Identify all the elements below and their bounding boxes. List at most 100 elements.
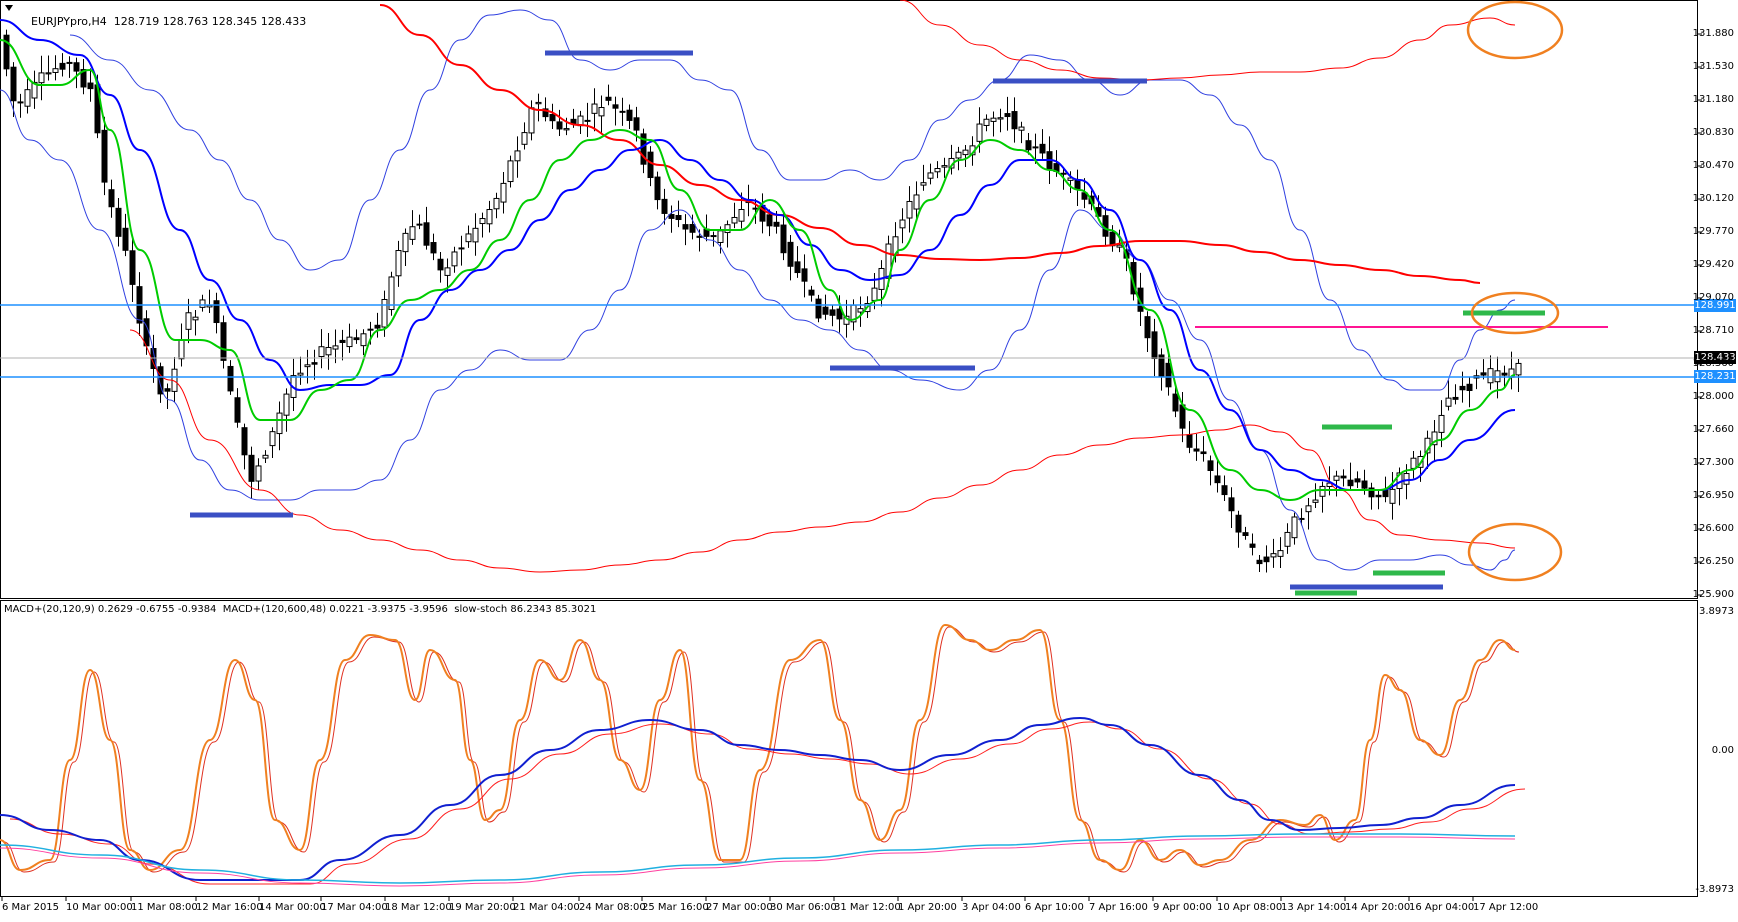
candle-body [262, 454, 269, 459]
time-tick-label: 7 Apr 16:00 [1089, 902, 1148, 913]
candle-body [402, 232, 409, 253]
candle-body [297, 372, 304, 376]
candle-body [1221, 485, 1228, 496]
time-tick-label: 6 Mar 2015 [2, 902, 60, 913]
candle-body [787, 241, 794, 267]
candle-body [1375, 494, 1382, 498]
candle-body [1466, 383, 1473, 391]
candle-body [605, 96, 612, 101]
candle-body [24, 89, 31, 107]
ma-mid-line [0, 19, 1516, 491]
symbol-header: EURJPYpro,H4 128.719 128.763 128.345 128… [31, 15, 307, 28]
macd-fast-line [0, 716, 1516, 881]
candle-body [66, 61, 73, 64]
candle-body [1368, 487, 1375, 498]
candle-body [493, 197, 500, 210]
candle-body [717, 230, 724, 243]
candle-body [416, 223, 423, 226]
candle-body [1116, 244, 1123, 248]
candle-body [409, 226, 416, 240]
candle-body [10, 66, 17, 102]
candle-body [1270, 553, 1277, 558]
candle-body [836, 308, 843, 320]
candle-body [1438, 414, 1445, 433]
candle-body [199, 299, 206, 308]
candle-body [1445, 397, 1452, 407]
candle-body [248, 454, 255, 482]
candle-body [1382, 489, 1389, 498]
candle-body [157, 366, 164, 395]
candle-body [1389, 488, 1396, 504]
time-tick-label: 12 Mar 16:00 [196, 902, 263, 913]
candle-body [976, 123, 983, 142]
candle-body [73, 62, 80, 72]
price-tick-label: 130.120 [1692, 193, 1734, 204]
price-tick-label: 131.880 [1692, 28, 1734, 39]
candle-body [1410, 457, 1417, 469]
candle-body [269, 431, 276, 447]
candle-body [164, 388, 171, 392]
candle-body [255, 465, 262, 482]
candle-body [668, 213, 675, 219]
candle-body [913, 194, 920, 210]
candle-body [815, 298, 822, 319]
price-tick-label: 131.180 [1692, 94, 1734, 105]
envelope-upper [899, 0, 1516, 81]
candle-body [829, 309, 836, 316]
candle-body [780, 224, 787, 254]
candle-body [794, 261, 801, 274]
candle-body [80, 69, 87, 88]
candle-body [1340, 475, 1347, 479]
candle-body [955, 151, 962, 159]
candle-body [1214, 475, 1221, 484]
candle-body [325, 346, 332, 356]
candle-body [724, 224, 731, 234]
candle-body [1312, 499, 1319, 503]
candle-body [1130, 262, 1137, 295]
candle-body [535, 101, 542, 105]
price-tick-label: 127.300 [1692, 457, 1734, 468]
price-tick-label: 128.360 [1692, 358, 1734, 369]
candle-body [1277, 550, 1284, 557]
candle-body [647, 151, 654, 179]
candle-body [374, 324, 381, 329]
candle-body [696, 235, 703, 238]
candle-body [997, 117, 1004, 120]
price-tick-label: 126.950 [1692, 490, 1734, 501]
candle-body [1249, 543, 1256, 548]
candle-body [731, 216, 738, 224]
candle-body [227, 365, 234, 392]
menu-arrow-icon[interactable] [5, 5, 13, 11]
candle-body [549, 113, 556, 122]
candle-body [941, 165, 948, 168]
candle-body [871, 287, 878, 301]
candle-body [598, 107, 605, 117]
highlight-ellipse [1470, 291, 1560, 335]
candle-body [3, 34, 10, 70]
candle-body [1165, 362, 1172, 388]
candle-body [31, 81, 38, 99]
candle-body [1025, 140, 1032, 151]
candle-body [122, 227, 129, 251]
candle-body [542, 108, 549, 118]
candle-body [395, 250, 402, 277]
candle-body [1480, 372, 1487, 376]
indicator-tick-label: -3.8973 [1695, 884, 1734, 895]
candle-body [353, 337, 360, 341]
candle-body [1186, 434, 1193, 448]
candle-body [633, 117, 640, 131]
candle-body [430, 242, 437, 254]
candle-body [1060, 172, 1067, 175]
candle-body [38, 72, 45, 84]
candle-body [451, 251, 458, 267]
price-tick-label: 130.470 [1692, 160, 1734, 171]
candle-body [437, 258, 444, 271]
time-tick-label: 13 Apr 14:00 [1281, 902, 1347, 913]
time-tick-label: 27 Mar 00:00 [706, 902, 773, 913]
candle-body [1305, 505, 1312, 513]
candle-body [1319, 485, 1326, 497]
stoch-main-line [0, 623, 1516, 872]
time-tick-label: 10 Mar 00:00 [66, 902, 133, 913]
